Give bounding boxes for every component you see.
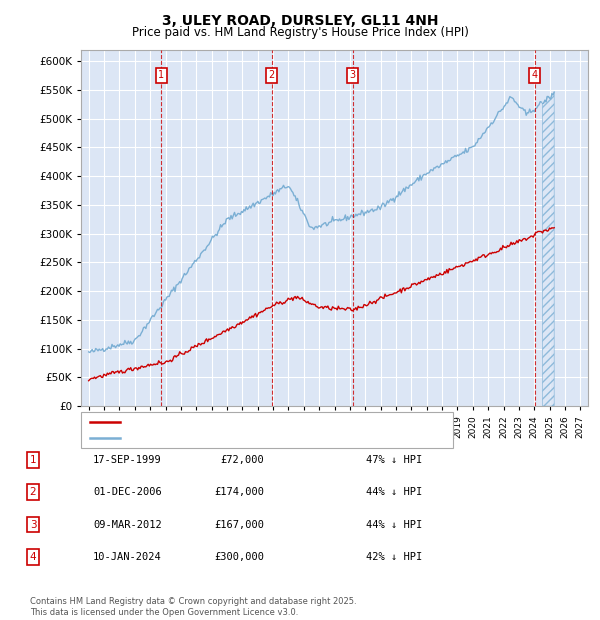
Text: 01-DEC-2006: 01-DEC-2006 [93,487,162,497]
Text: 17-SEP-1999: 17-SEP-1999 [93,455,162,465]
Text: £72,000: £72,000 [220,455,264,465]
Text: 3, ULEY ROAD, DURSLEY, GL11 4NH: 3, ULEY ROAD, DURSLEY, GL11 4NH [162,14,438,28]
Text: 42% ↓ HPI: 42% ↓ HPI [366,552,422,562]
Text: £300,000: £300,000 [214,552,264,562]
Text: 4: 4 [29,552,37,562]
Text: 10-JAN-2024: 10-JAN-2024 [93,552,162,562]
Text: 4: 4 [532,71,538,81]
Text: 2: 2 [269,71,275,81]
Text: 47% ↓ HPI: 47% ↓ HPI [366,455,422,465]
Text: Contains HM Land Registry data © Crown copyright and database right 2025.
This d: Contains HM Land Registry data © Crown c… [30,598,356,617]
Text: Price paid vs. HM Land Registry's House Price Index (HPI): Price paid vs. HM Land Registry's House … [131,26,469,39]
Text: £174,000: £174,000 [214,487,264,497]
Text: 3, ULEY ROAD, DURSLEY, GL11 4NH (detached house): 3, ULEY ROAD, DURSLEY, GL11 4NH (detache… [125,417,389,427]
Text: 44% ↓ HPI: 44% ↓ HPI [366,520,422,529]
Text: 3: 3 [29,520,37,529]
Text: 09-MAR-2012: 09-MAR-2012 [93,520,162,529]
Text: 1: 1 [158,71,164,81]
Text: 44% ↓ HPI: 44% ↓ HPI [366,487,422,497]
Text: 3: 3 [350,71,356,81]
Text: £167,000: £167,000 [214,520,264,529]
Text: 1: 1 [29,455,37,465]
Text: HPI: Average price, detached house, Stroud: HPI: Average price, detached house, Stro… [125,433,338,443]
Text: 2: 2 [29,487,37,497]
